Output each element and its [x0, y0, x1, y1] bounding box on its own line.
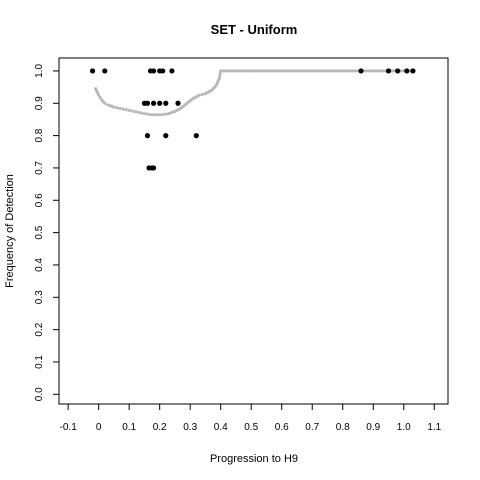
gray-series-point — [125, 108, 128, 111]
black-series-point — [102, 68, 107, 73]
series-layer — [90, 68, 416, 170]
black-series-point — [395, 68, 400, 73]
gray-series-point — [131, 109, 134, 112]
x-tick-label: 0.9 — [366, 422, 380, 433]
black-series-point — [163, 133, 168, 138]
x-tick-label: -0.1 — [60, 422, 78, 433]
x-tick-label: 0.1 — [122, 422, 136, 433]
x-axis-label: Progression to H9 — [210, 453, 298, 465]
y-axis: 0.0 0.1 0.2 0.3 0.4 0.5 0.6 0.7 0.8 0.9 1.0 — [34, 64, 59, 402]
x-tick-label: 0.8 — [336, 422, 350, 433]
x-tick-label: 0.4 — [214, 422, 228, 433]
gray-series-point — [219, 72, 222, 75]
gray-series-point — [155, 113, 158, 116]
y-tick-label: 1.0 — [34, 64, 45, 78]
y-tick-label: 0.0 — [34, 387, 45, 401]
black-series-point — [163, 101, 168, 106]
black-series-point — [169, 68, 174, 73]
gray-series-point — [152, 113, 155, 116]
black-series-point — [175, 101, 180, 106]
black-series-point — [386, 68, 391, 73]
x-tick-label: 1.0 — [397, 422, 411, 433]
black-series-point — [145, 101, 150, 106]
gray-series-point — [146, 113, 149, 116]
gray-series-point — [161, 113, 164, 116]
gray-series-point — [121, 107, 124, 110]
chart-title: SET - Uniform — [211, 22, 298, 37]
black-series-point — [151, 165, 156, 170]
gray-series-point — [137, 111, 140, 114]
y-axis-label: Frequency of Detection — [4, 174, 16, 288]
y-tick-label: 0.1 — [34, 355, 45, 369]
gray-series-point — [140, 111, 143, 114]
y-tick-label: 0.9 — [34, 96, 45, 110]
y-tick-label: 0.5 — [34, 225, 45, 239]
gray-series-point — [201, 93, 204, 96]
gray-series-point — [112, 106, 115, 109]
black-series-point — [151, 101, 156, 106]
y-tick-label: 0.3 — [34, 290, 45, 304]
x-tick-label: 0.3 — [183, 422, 197, 433]
black-series-point — [404, 68, 409, 73]
black-series-point — [410, 68, 415, 73]
gray-series-point — [118, 107, 121, 110]
gray-series-point — [164, 113, 167, 116]
gray-series-point — [103, 102, 106, 105]
black-series-point — [151, 68, 156, 73]
y-tick-label: 0.8 — [34, 128, 45, 142]
y-tick-label: 0.6 — [34, 193, 45, 207]
y-tick-label: 0.4 — [34, 258, 45, 272]
black-series-point — [160, 68, 165, 73]
gray-series-point — [218, 77, 221, 80]
black-series-point — [194, 133, 199, 138]
black-series-point — [90, 68, 95, 73]
gray-series-point — [115, 106, 118, 109]
black-series-point — [358, 68, 363, 73]
gray-series-point — [143, 112, 146, 115]
gray-series-point — [158, 113, 161, 116]
x-tick-label: 1.1 — [427, 422, 441, 433]
y-tick-label: 0.2 — [34, 322, 45, 336]
gray-series-point — [149, 113, 152, 116]
x-tick-label: 0.2 — [153, 422, 167, 433]
x-tick-label: 0.6 — [275, 422, 289, 433]
plot-frame — [59, 58, 448, 404]
x-axis: -0.1 0 0.1 0.2 0.3 0.4 0.5 0.6 0.7 0.8 0.9 1.0 1.1 — [60, 404, 442, 433]
y-tick-label: 0.7 — [34, 161, 45, 175]
x-tick-label: 0.5 — [244, 422, 258, 433]
black-series-point — [145, 133, 150, 138]
gray-series-point — [218, 75, 221, 78]
x-tick-label: 0.7 — [305, 422, 319, 433]
x-tick-label: 0 — [96, 422, 102, 433]
gray-series-point — [128, 109, 131, 112]
gray-series-point — [198, 94, 201, 97]
gray-series-point — [134, 110, 137, 113]
black-series-point — [157, 101, 162, 106]
